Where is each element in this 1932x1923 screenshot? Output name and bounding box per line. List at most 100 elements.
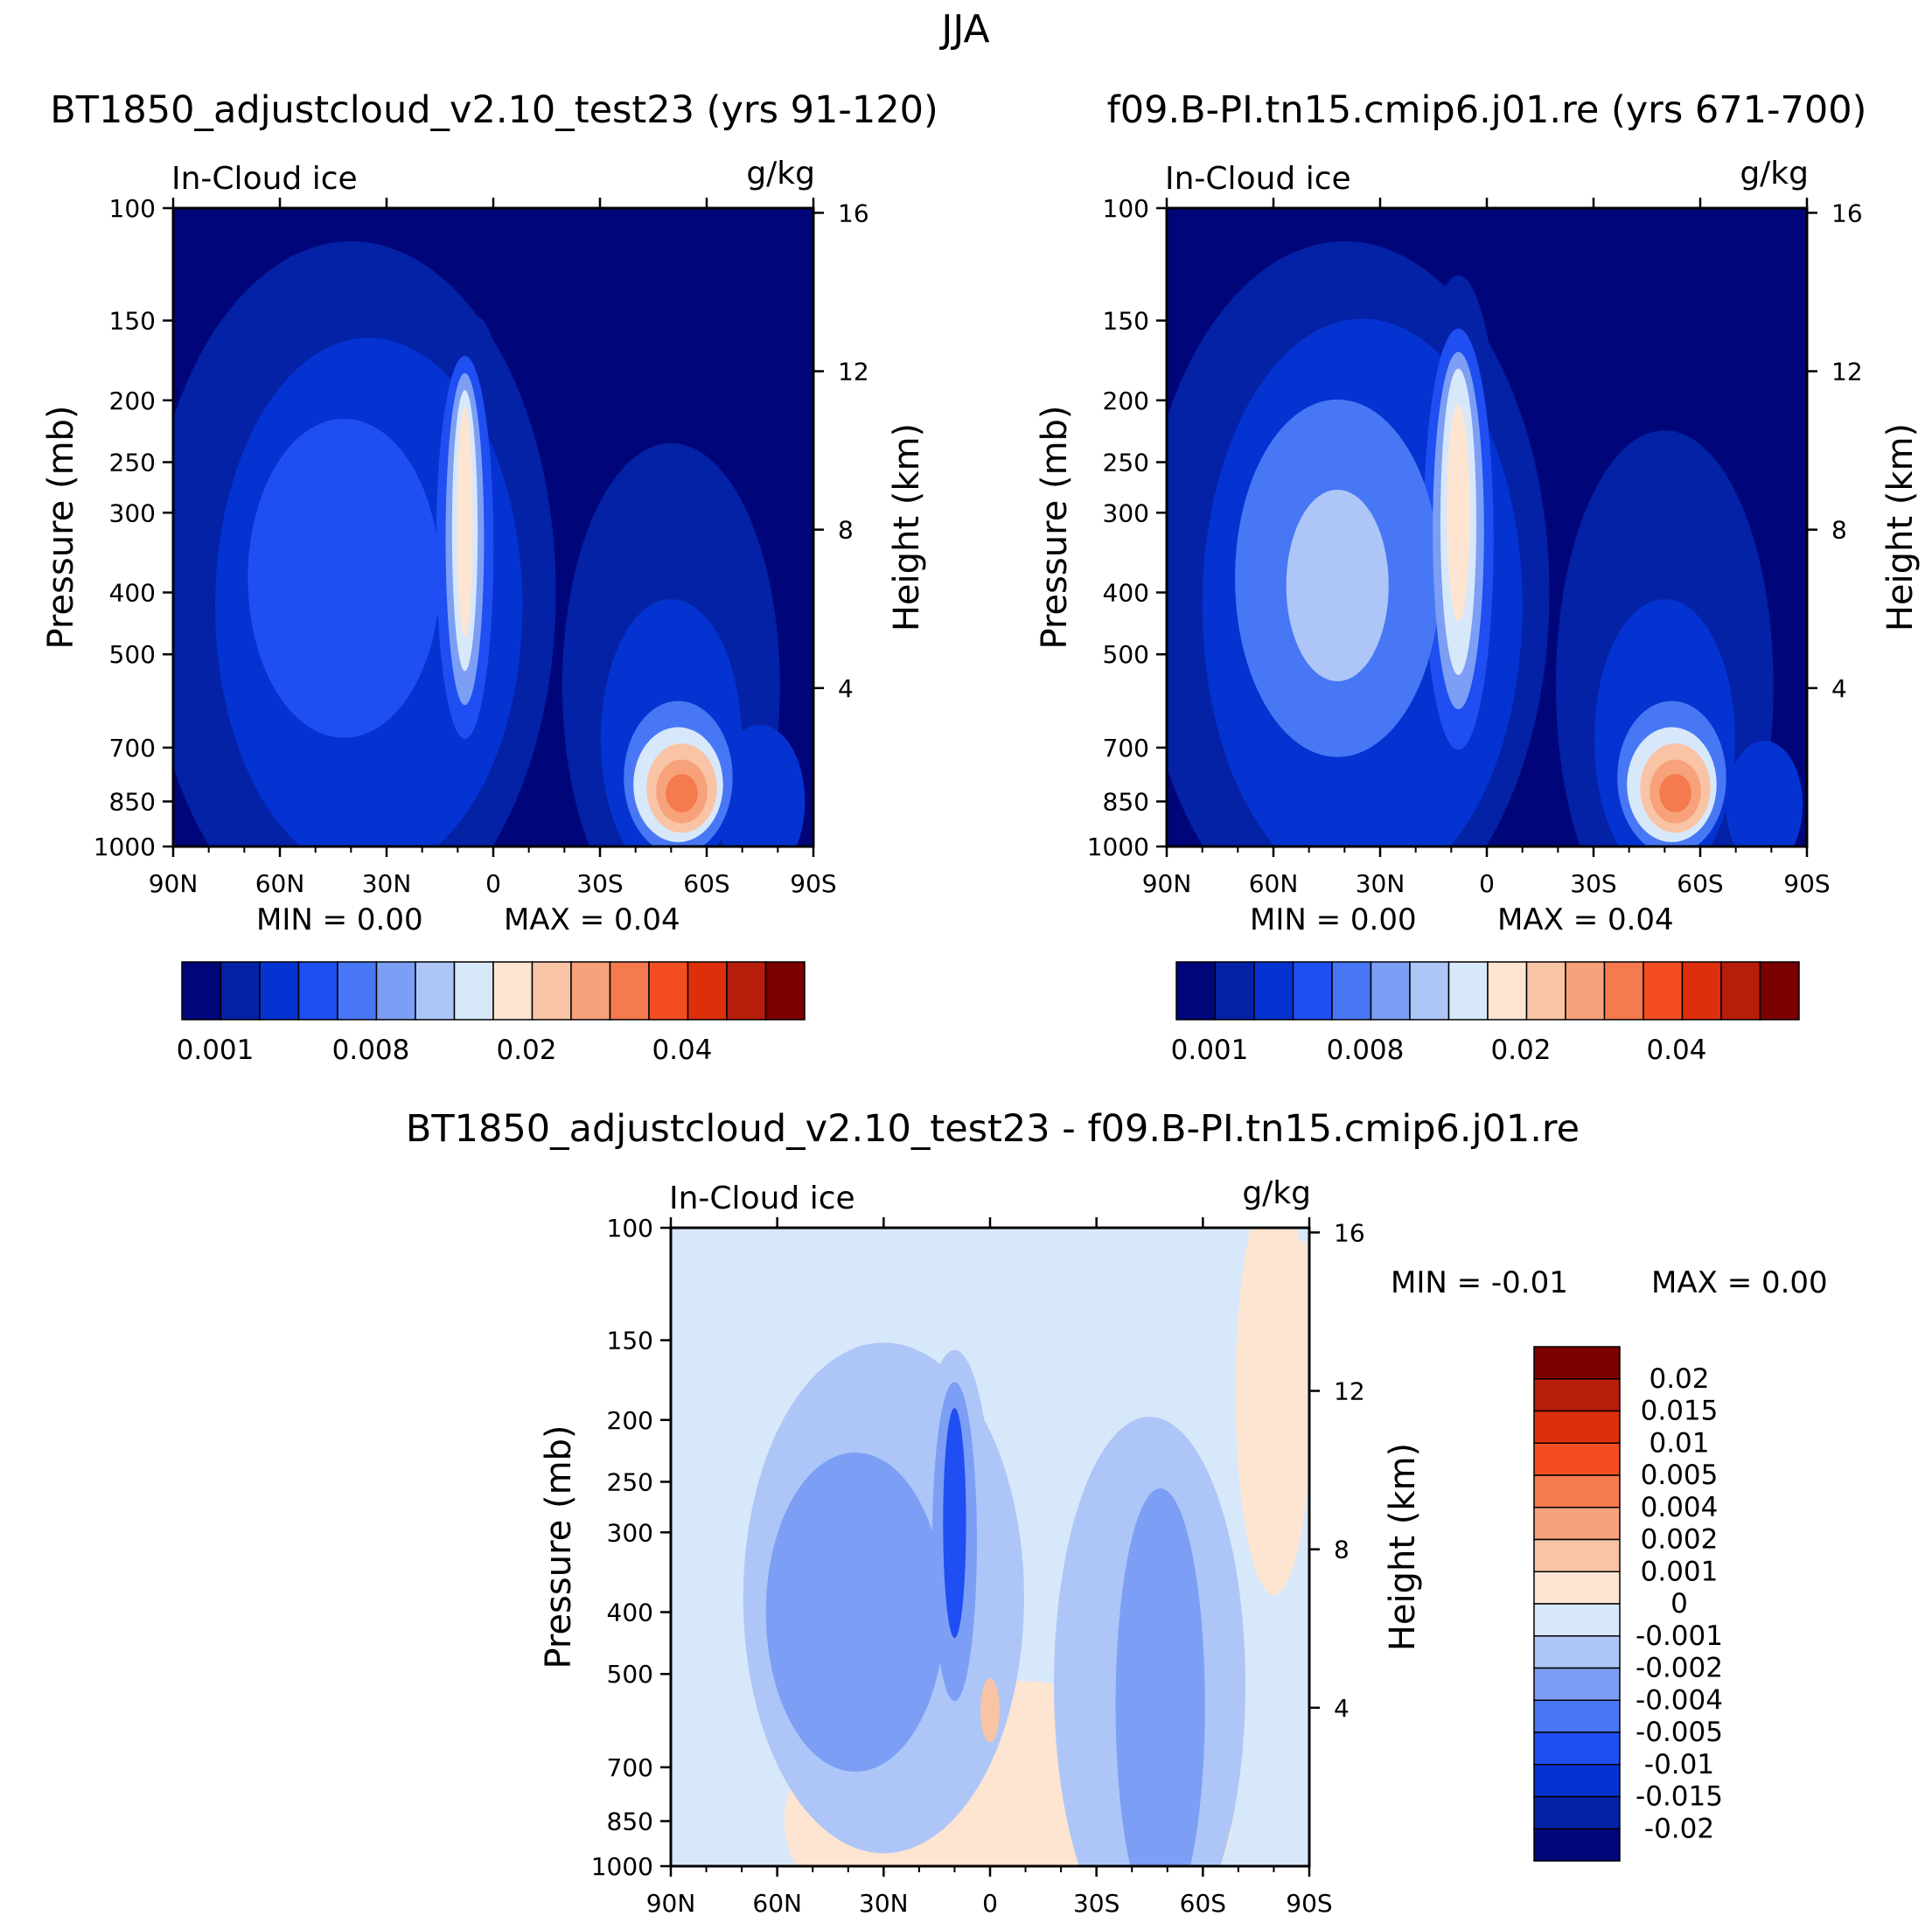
y-axis-title: Pressure (mb) <box>41 405 81 649</box>
y-tick-label: 200 <box>1103 387 1149 415</box>
y-tick-label: 400 <box>1103 579 1149 608</box>
x-tick-label: 90S <box>790 869 836 898</box>
colorbar-swatch <box>1331 961 1372 1021</box>
colorbar-swatch <box>1533 1346 1621 1380</box>
y2-tick-label: 12 <box>838 358 869 387</box>
colorbar-label: -0.02 <box>1644 1813 1714 1844</box>
y-tick-label: 850 <box>607 1807 653 1836</box>
min-value: MIN = -0.01 <box>1391 1265 1568 1300</box>
colorbar-label: 0.015 <box>1641 1396 1719 1427</box>
y-tick-label: 200 <box>607 1406 653 1435</box>
y2-tick-label: 16 <box>1831 199 1863 227</box>
colorbar-swatch <box>415 961 456 1021</box>
colorbar-label: 0.02 <box>1490 1035 1551 1066</box>
y2-tick-label: 4 <box>1831 674 1847 703</box>
x-tick-label: 30S <box>1570 869 1616 898</box>
y-tick-label: 300 <box>109 498 156 527</box>
y2-tick-label: 4 <box>838 674 854 703</box>
colorbar: 0.020.0150.010.0050.0040.0020.0010-0.001… <box>1533 1346 1723 1862</box>
y-tick-label: 250 <box>607 1467 653 1496</box>
contour-level <box>248 418 441 738</box>
colorbar-swatch <box>1720 961 1761 1021</box>
colorbar-swatch <box>1533 1764 1621 1798</box>
contour-level <box>943 1408 966 1638</box>
x-tick-label: 90S <box>1286 1889 1332 1918</box>
y-tick-label: 200 <box>109 387 156 415</box>
units-label: g/kg <box>746 156 815 192</box>
colorbar-swatch <box>337 961 378 1021</box>
panel-title: BT1850_adjustcloud_v2.10_test23 (yrs 91-… <box>50 88 938 132</box>
x-tick-label: 60S <box>1180 1889 1226 1918</box>
colorbar-swatch <box>648 961 689 1021</box>
y2-axis-title: Height (km) <box>1383 1443 1423 1651</box>
colorbar-swatch <box>1214 961 1255 1021</box>
y2-tick-label: 12 <box>1334 1377 1365 1406</box>
contour-field <box>743 1228 1309 1866</box>
max-value: MAX = 0.04 <box>1497 902 1674 937</box>
x-tick-label: 30S <box>576 869 623 898</box>
colorbar-label: 0.001 <box>177 1035 255 1066</box>
colorbar-swatch <box>1533 1795 1621 1829</box>
y-tick-label: 150 <box>109 307 156 336</box>
colorbar-swatch <box>1533 1667 1621 1701</box>
colorbar-swatch <box>570 961 611 1021</box>
colorbar-swatch <box>1533 1699 1621 1733</box>
colorbar-label: -0.01 <box>1644 1749 1714 1780</box>
y-tick-label: 700 <box>1103 734 1149 763</box>
contour-field <box>1167 241 1803 847</box>
colorbar-swatch <box>1533 1635 1621 1669</box>
contour-level <box>980 1678 1000 1743</box>
colorbar-swatch <box>1533 1474 1621 1508</box>
y2-axis-title: Height (km) <box>1880 423 1921 631</box>
x-tick-label: 90N <box>149 869 199 898</box>
x-tick-label: 60S <box>1677 869 1723 898</box>
colorbar-swatch <box>375 961 416 1021</box>
max-value: MAX = 0.00 <box>1651 1265 1828 1300</box>
colorbar-swatch <box>220 961 261 1021</box>
figure-title: JJA <box>938 7 989 52</box>
colorbar: 0.001 0.008 0.02 0.04 <box>1171 961 1800 1066</box>
max-value: MAX = 0.04 <box>504 902 680 937</box>
x-tick-label: 60N <box>255 869 305 898</box>
colorbar-swatch <box>764 961 806 1021</box>
colorbar-label: 0.02 <box>1649 1363 1709 1395</box>
colorbar-swatch <box>1603 961 1644 1021</box>
field-label: In-Cloud ice <box>171 161 358 197</box>
y-tick-label: 1000 <box>591 1852 653 1881</box>
contour-level <box>666 774 698 812</box>
colorbar-swatch <box>297 961 338 1021</box>
colorbar: 0.001 0.008 0.02 0.04 <box>177 961 806 1066</box>
min-value: MIN = 0.00 <box>256 902 423 937</box>
contour-level <box>1292 1240 1309 1317</box>
colorbar-label: 0.008 <box>332 1035 410 1066</box>
colorbar-label: 0.02 <box>496 1035 556 1066</box>
y-tick-label: 250 <box>1103 448 1149 477</box>
y2-tick-label: 8 <box>1831 516 1847 545</box>
y-tick-label: 700 <box>607 1753 653 1782</box>
y2-tick-label: 16 <box>838 199 869 227</box>
colorbar-swatch <box>453 961 494 1021</box>
y2-tick-label: 8 <box>1334 1536 1350 1564</box>
contour-level <box>457 407 473 638</box>
y2-tick-label: 8 <box>838 516 854 545</box>
colorbar-label: 0 <box>1670 1588 1688 1620</box>
y-tick-label: 850 <box>109 787 156 816</box>
contour-level <box>1286 489 1389 681</box>
contour-level <box>765 1453 945 1773</box>
y-tick-label: 700 <box>109 734 156 763</box>
x-tick-label: 30N <box>1356 869 1405 898</box>
colorbar-swatch <box>1409 961 1450 1021</box>
colorbar-label: 0.004 <box>1641 1492 1719 1523</box>
contour-field <box>173 241 806 847</box>
y-tick-label: 150 <box>607 1327 653 1355</box>
colorbar-swatch <box>1533 1378 1621 1412</box>
x-tick-label: 0 <box>1479 869 1495 898</box>
colorbar-swatch <box>609 961 650 1021</box>
y-tick-label: 300 <box>1103 498 1149 527</box>
y-tick-label: 500 <box>607 1660 653 1689</box>
x-tick-label: 0 <box>982 1889 998 1918</box>
y2-axis-title: Height (km) <box>887 423 927 631</box>
colorbar-swatch <box>531 961 572 1021</box>
y-axis-title: Pressure (mb) <box>539 1425 579 1669</box>
